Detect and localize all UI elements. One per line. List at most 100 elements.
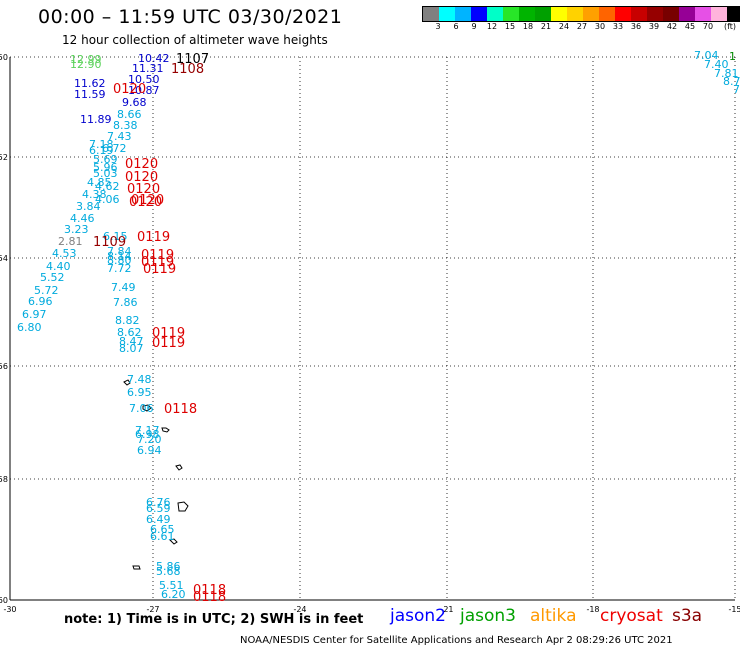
wave-height-value: 4.06	[95, 193, 120, 206]
wave-height-value: 7.43	[107, 130, 132, 143]
island-5	[177, 501, 189, 512]
map-coastline	[123, 379, 189, 570]
legend-swatch	[439, 7, 455, 21]
legend-label: 36	[630, 22, 642, 31]
axis-labels: -50 -52 -54 -56 -58 -60-30 -27 -24 -21 -18 -15	[0, 53, 740, 614]
lat-label: -50	[0, 53, 8, 62]
wave-height-value: 8.80	[107, 254, 132, 267]
pass-time-label: 0120	[125, 170, 158, 185]
wave-height-value: 7.48	[127, 373, 152, 386]
wave-height-value: 10.87	[128, 84, 160, 97]
wave-height-value: 6.19	[89, 144, 114, 157]
wave-height-value: 7	[733, 83, 740, 96]
wave-height-value: 7.06	[129, 402, 154, 415]
page-title: 00:00 – 11:59 UTC 03/30/2021	[38, 6, 343, 28]
wave-height-value: 7.84	[107, 245, 132, 258]
island-1	[123, 379, 131, 386]
wave-height-value: 1	[729, 50, 736, 63]
lon-label: -27	[146, 605, 159, 614]
pass-time-label: 0119	[141, 248, 174, 263]
legend-unit: (ft)	[723, 22, 737, 31]
island-6	[169, 538, 178, 545]
pass-time-label: 0118	[164, 402, 197, 417]
legend-swatch	[583, 7, 599, 21]
wave-height-value: 10.50	[128, 73, 160, 86]
island-3	[161, 427, 170, 433]
wave-height-value: 6.49	[146, 513, 171, 526]
wave-height-value: 7.04	[694, 49, 719, 62]
legend-label: 12	[486, 22, 498, 31]
wave-height-value: 5.52	[40, 271, 65, 284]
wave-height-value: 10.42	[138, 52, 170, 65]
legend-swatch	[551, 7, 567, 21]
legend-swatch	[471, 7, 487, 21]
wave-height-value: 6.72	[102, 142, 127, 155]
wave-height-value: 6.59	[146, 502, 171, 515]
pass-time-label: 0119	[137, 230, 170, 245]
wave-height-value: 4.62	[95, 180, 120, 193]
legend-swatch	[503, 7, 519, 21]
satellite-label: s3a	[672, 606, 703, 626]
legend-swatch	[567, 7, 583, 21]
wave-height-value: 11.59	[74, 88, 106, 101]
legend-swatch	[599, 7, 615, 21]
lat-label: -52	[0, 153, 8, 162]
wave-height-value: 7.86	[113, 296, 138, 309]
island-4	[175, 464, 183, 471]
pass-time-label: 0120	[129, 195, 162, 210]
wave-height-value: 6.94	[137, 444, 162, 457]
legend-swatch	[679, 7, 695, 21]
lon-label: -18	[586, 605, 599, 614]
wave-height-value: 11.89	[80, 113, 112, 126]
wave-height-value: 11.62	[74, 77, 106, 90]
wave-height-value: 7.17	[135, 424, 160, 437]
legend-label: 70	[702, 22, 714, 31]
legend-label: 30	[594, 22, 606, 31]
island-7	[132, 565, 141, 570]
legend-label: 45	[684, 22, 696, 31]
wave-height-value: 8.82	[115, 314, 140, 327]
pass-time-label: 0120	[127, 182, 160, 197]
footer-credit: NOAA/NESDIS Center for Satellite Applica…	[240, 635, 673, 646]
lat-label: -60	[0, 596, 8, 605]
wave-height-value: 6.97	[22, 308, 47, 321]
lon-label: -30	[3, 605, 16, 614]
wave-height-value: 11.31	[132, 62, 164, 75]
wave-height-value: 8.62	[117, 326, 142, 339]
legend-swatch	[711, 7, 727, 21]
satellite-label: jason3	[460, 606, 516, 626]
wave-height-value: 4.46	[70, 212, 95, 225]
legend-swatch	[615, 7, 631, 21]
wave-height-value: 7.18	[89, 138, 114, 151]
wave-height-value: 5.51	[159, 579, 184, 592]
lon-label: -15	[728, 605, 740, 614]
map-grid	[9, 56, 736, 601]
legend-swatch	[487, 7, 503, 21]
legend-swatch	[727, 7, 740, 21]
pass-time-labels: 1107110801200120012001200120012001191109…	[93, 52, 226, 605]
wave-height-value: 6.76	[146, 496, 171, 509]
lon-label: -21	[440, 605, 453, 614]
pass-time-label: 0118	[193, 583, 226, 598]
satellite-label: cryosat	[600, 606, 663, 626]
wave-height-value: 4.40	[46, 260, 71, 273]
legend-label: 18	[522, 22, 534, 31]
wave-height-value: 7.40	[704, 58, 729, 71]
legend-label: 3	[435, 22, 441, 31]
wave-height-value: 8.38	[113, 119, 138, 132]
pass-time-label: 1109	[93, 235, 126, 250]
footer-note: note: 1) Time is in UTC; 2) SWH is in fe…	[64, 612, 364, 627]
wave-height-value: 2.81	[58, 235, 83, 248]
lon-label: -24	[293, 605, 306, 614]
wave-height-value: 12.90	[70, 58, 102, 71]
wave-height-value: 5.86	[156, 560, 181, 573]
wave-height-value: 6.96	[28, 295, 53, 308]
legend-label: 33	[612, 22, 624, 31]
wave-height-value: 6.95	[127, 386, 152, 399]
pass-time-label: 0119	[143, 262, 176, 277]
pass-time-label: 1107	[176, 52, 209, 67]
legend-label: 39	[648, 22, 660, 31]
wave-height-value: 3.84	[76, 200, 101, 213]
